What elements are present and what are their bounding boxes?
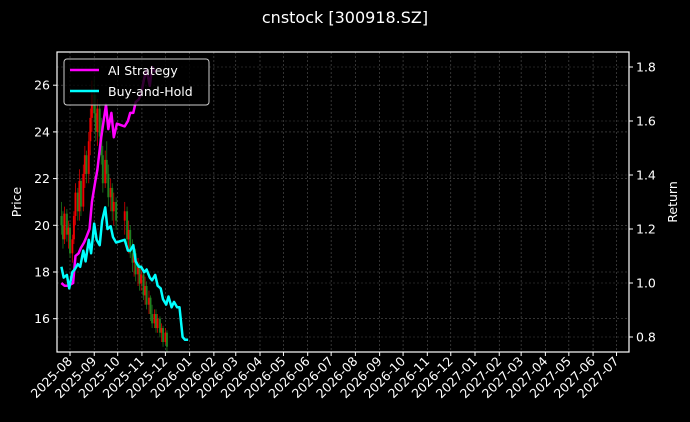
- y-left-tick-label: 26: [34, 78, 50, 93]
- y-right-tick-label: 1.8: [636, 60, 656, 75]
- y-axis-right-label: Return: [665, 181, 680, 222]
- y-axis-left: 16 18 20 22 24 26: [34, 78, 57, 326]
- legend: AI Strategy Buy-and-Hold: [63, 58, 210, 106]
- buy-and-hold-line: [60, 206, 189, 341]
- legend-ai-strategy-label: AI Strategy: [108, 63, 178, 78]
- y-right-tick-label: 0.8: [636, 330, 656, 345]
- y-right-tick-label: 1.0: [636, 276, 656, 291]
- x-axis: 2025-082025-092025-102025-112025-122026-…: [28, 352, 622, 401]
- candlesticks: [60, 78, 168, 352]
- y-right-tick-label: 1.6: [636, 114, 656, 129]
- y-right-tick-label: 1.4: [636, 168, 656, 183]
- y-left-tick-label: 16: [34, 311, 50, 326]
- legend-box: [63, 58, 210, 106]
- y-left-tick-label: 22: [34, 171, 50, 186]
- y-right-tick-label: 1.2: [636, 222, 656, 237]
- y-left-tick-label: 24: [34, 124, 50, 139]
- legend-buy-and-hold-label: Buy-and-Hold: [108, 84, 193, 99]
- y-left-tick-label: 20: [34, 218, 50, 233]
- y-axis-right: 0.8 1.0 1.2 1.4 1.6 1.8: [629, 60, 656, 345]
- chart-title: cnstock [300918.SZ]: [262, 8, 428, 27]
- plot-frame: [56, 51, 630, 353]
- y-left-tick-label: 18: [34, 265, 50, 280]
- y-axis-left-label: Price: [9, 186, 24, 217]
